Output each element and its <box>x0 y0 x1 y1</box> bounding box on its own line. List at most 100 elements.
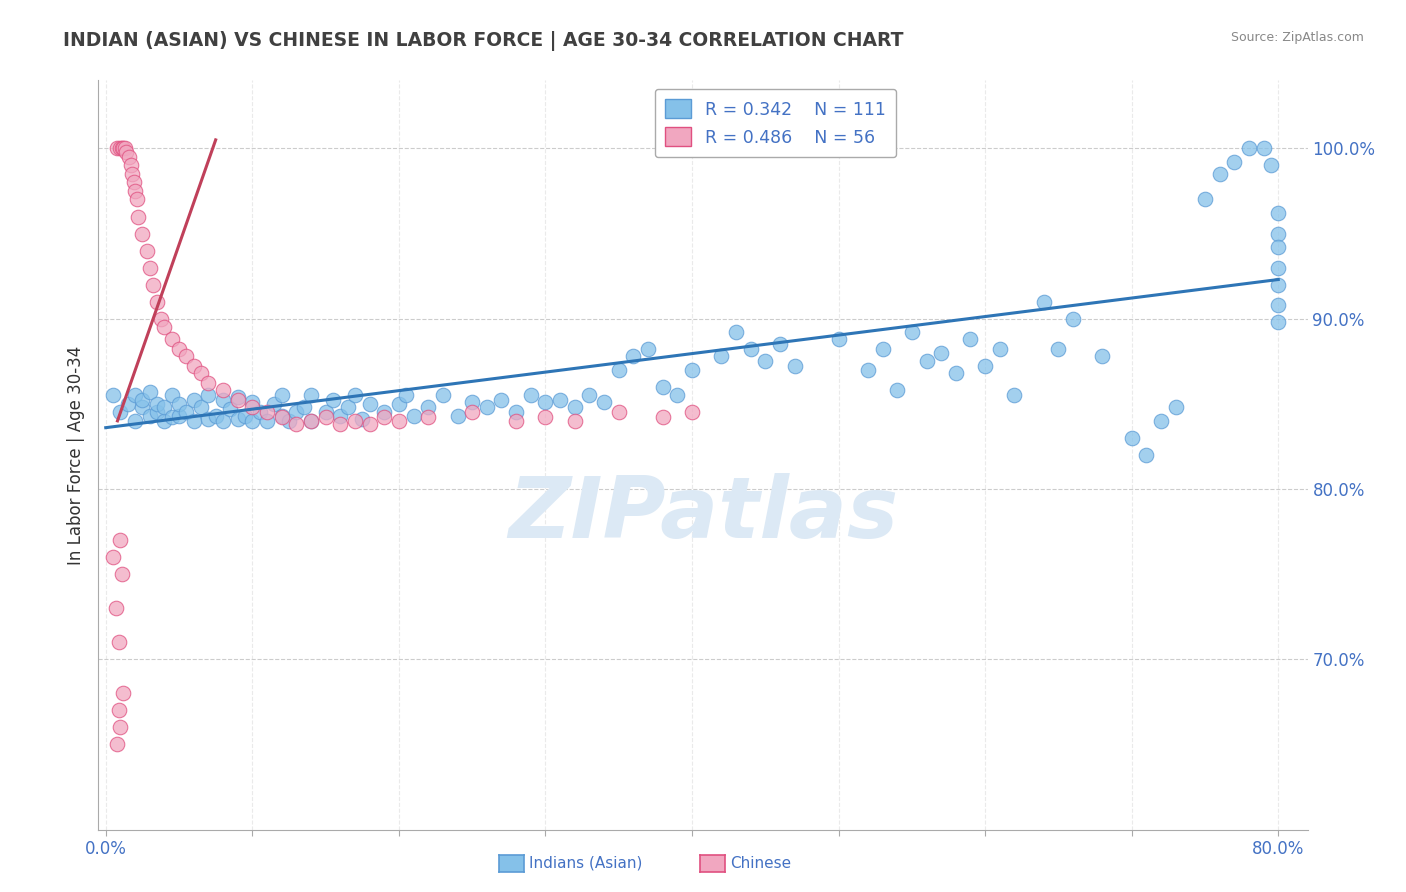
Point <box>505 414 527 428</box>
Point <box>621 349 644 363</box>
Point <box>886 383 908 397</box>
Point <box>856 363 879 377</box>
Point <box>651 380 673 394</box>
Text: Source: ZipAtlas.com: Source: ZipAtlas.com <box>1230 31 1364 45</box>
Point <box>988 343 1011 357</box>
Point <box>135 244 157 258</box>
Point <box>461 395 484 409</box>
Point <box>112 141 135 155</box>
Point <box>395 388 418 402</box>
Point <box>491 393 513 408</box>
Point <box>110 141 132 155</box>
Point <box>153 320 176 334</box>
Point <box>945 366 967 380</box>
Point <box>117 397 139 411</box>
Point <box>1223 155 1246 169</box>
Point <box>1237 141 1260 155</box>
Point <box>226 393 249 408</box>
Point <box>124 388 146 402</box>
Point <box>1047 343 1070 357</box>
Point <box>1164 401 1187 415</box>
Point <box>315 410 337 425</box>
Point <box>183 414 205 428</box>
Point <box>564 414 586 428</box>
Point <box>114 141 136 155</box>
Point <box>872 343 894 357</box>
Point <box>1150 414 1173 428</box>
Point <box>299 388 322 402</box>
Text: Indians (Asian): Indians (Asian) <box>529 856 643 871</box>
Point <box>146 405 169 419</box>
Point <box>724 326 747 340</box>
Point <box>167 397 190 411</box>
Point <box>118 150 141 164</box>
Point <box>112 686 135 700</box>
Point <box>226 390 249 404</box>
Point <box>108 703 131 717</box>
Point <box>212 383 235 397</box>
Point <box>110 405 132 419</box>
Point <box>204 409 226 423</box>
Point <box>607 405 630 419</box>
Y-axis label: In Labor Force | Age 30-34: In Labor Force | Age 30-34 <box>66 345 84 565</box>
Point <box>1267 315 1289 329</box>
Point <box>176 405 198 419</box>
Point <box>754 354 776 368</box>
Point <box>548 393 571 408</box>
Point <box>107 141 129 155</box>
Point <box>388 397 411 411</box>
Point <box>710 349 733 363</box>
Point <box>146 397 169 411</box>
Point <box>1004 388 1026 402</box>
Point <box>1267 240 1289 254</box>
Point <box>1062 311 1084 326</box>
Point <box>1267 298 1289 312</box>
Point <box>534 410 557 425</box>
Point <box>1253 141 1275 155</box>
Point <box>153 414 176 428</box>
Text: INDIAN (ASIAN) VS CHINESE IN LABOR FORCE | AGE 30-34 CORRELATION CHART: INDIAN (ASIAN) VS CHINESE IN LABOR FORCE… <box>63 31 904 51</box>
Point <box>153 401 176 415</box>
Point <box>150 311 173 326</box>
Point <box>534 395 557 409</box>
Point <box>1194 193 1216 207</box>
Point <box>270 410 292 425</box>
Legend: R = 0.342    N = 111, R = 0.486    N = 56: R = 0.342 N = 111, R = 0.486 N = 56 <box>655 89 897 157</box>
Point <box>1267 206 1289 220</box>
Point <box>146 294 169 309</box>
Point <box>256 414 278 428</box>
Point <box>197 388 219 402</box>
Point <box>160 410 183 425</box>
Point <box>285 405 308 419</box>
Point <box>1032 294 1054 309</box>
Point <box>110 720 132 734</box>
Point <box>959 332 981 346</box>
Point <box>285 417 308 432</box>
Point <box>1267 227 1289 241</box>
Point <box>142 277 165 292</box>
Point <box>1267 277 1289 292</box>
Point <box>240 401 263 415</box>
Point <box>418 401 440 415</box>
Point <box>107 738 129 752</box>
Point <box>167 343 190 357</box>
Point <box>666 388 689 402</box>
Point <box>131 227 153 241</box>
Point <box>197 412 219 426</box>
Point <box>270 409 292 423</box>
Point <box>388 414 411 428</box>
Point <box>607 363 630 377</box>
Point <box>1121 431 1143 445</box>
Point <box>418 410 440 425</box>
Point <box>651 410 673 425</box>
Point <box>120 158 142 172</box>
Point <box>446 409 468 423</box>
Point <box>190 401 212 415</box>
Point <box>233 409 256 423</box>
Point <box>520 388 543 402</box>
Point <box>564 401 586 415</box>
Point <box>131 401 153 415</box>
Point <box>190 366 212 380</box>
Point <box>578 388 600 402</box>
Point <box>124 414 146 428</box>
